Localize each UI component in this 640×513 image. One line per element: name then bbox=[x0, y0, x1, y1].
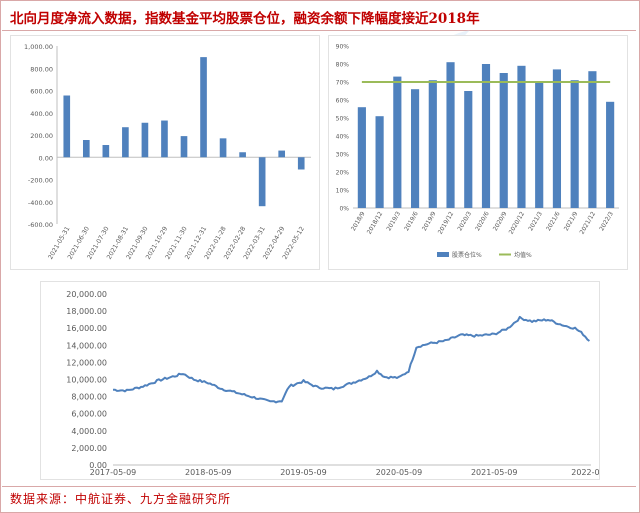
y-tick-label: 14,000.00 bbox=[66, 341, 107, 350]
inflow-bar bbox=[161, 120, 168, 158]
y-tick-label: 1,000.00 bbox=[24, 43, 53, 51]
position-bar bbox=[464, 91, 473, 208]
inflow-bar bbox=[278, 150, 286, 158]
y-tick-label: 50% bbox=[336, 116, 350, 123]
x-tick-label: 2021/9 bbox=[563, 210, 580, 232]
x-tick-label: 2022/3 bbox=[598, 210, 615, 232]
y-tick-label: -400.00 bbox=[28, 199, 53, 207]
position-bar bbox=[357, 107, 366, 208]
position-bar bbox=[375, 116, 384, 208]
fund-position-panel: 90% 80% 70% 60% 50% 40% 30% 20% 10% 0% 2018/9 2018/… bbox=[328, 35, 628, 270]
position-bar bbox=[552, 69, 562, 209]
y-tick-label: 400.00 bbox=[30, 110, 53, 118]
y-tick-label: 2,000.00 bbox=[71, 444, 107, 453]
position-bar bbox=[410, 89, 420, 208]
y-tick-label: -200.00 bbox=[28, 177, 53, 185]
x-tick-label: 2018/9 bbox=[350, 210, 367, 232]
position-bar bbox=[517, 65, 526, 208]
y-tick-label: 40% bbox=[336, 134, 350, 141]
margin-balance-line bbox=[112, 315, 591, 404]
x-tick-label: 2019/12 bbox=[437, 210, 456, 235]
y-tick-label: 800.00 bbox=[30, 65, 53, 73]
inflow-bar bbox=[141, 122, 149, 158]
y-tick-label: 0.00 bbox=[89, 461, 107, 470]
position-bar bbox=[570, 80, 579, 208]
inflow-bar bbox=[122, 127, 129, 158]
y-tick-label: -600.00 bbox=[28, 221, 53, 229]
y-tick-label: 0% bbox=[339, 206, 349, 213]
x-tick-label: 2021/3 bbox=[527, 210, 544, 232]
fund-position-chart: 90% 80% 70% 60% 50% 40% 30% 20% 10% 0%2018/9 2018/… bbox=[336, 44, 619, 259]
inflow-bar bbox=[102, 145, 110, 158]
x-tick-label: 2018-05-09 bbox=[185, 468, 232, 477]
title-divider bbox=[2, 30, 636, 31]
x-tick-label: 2020/6 bbox=[474, 210, 491, 232]
page-title: 北向月度净流入数据，指数基金平均股票仓位，融资余额下降幅度接近2018年 bbox=[10, 11, 480, 27]
inflow-bar bbox=[219, 138, 227, 158]
x-tick-label: 2021-05-09 bbox=[471, 468, 518, 477]
x-tick-label: 2022-05- bbox=[571, 468, 599, 477]
legend-swatch-position bbox=[437, 252, 449, 257]
inflow-bar bbox=[82, 140, 90, 158]
y-tick-label: 90% bbox=[336, 44, 350, 51]
x-tick-label: 2019/9 bbox=[421, 210, 438, 232]
position-bar bbox=[481, 64, 491, 208]
margin-balance-chart: 20,000.00 18,000.00 16,000.00 14,000.00 12,0… bbox=[66, 290, 599, 477]
legend-label-position: 股票仓位% bbox=[452, 251, 482, 259]
position-bar bbox=[428, 80, 437, 208]
x-tick-label: 2020-05-09 bbox=[376, 468, 423, 477]
position-bar bbox=[499, 73, 508, 208]
inflow-bar bbox=[297, 157, 305, 170]
y-tick-label: 60% bbox=[336, 98, 350, 105]
x-tick-label: 2020/9 bbox=[492, 210, 509, 232]
x-tick-label: 2017-05-09 bbox=[90, 468, 137, 477]
position-bar bbox=[446, 62, 455, 209]
inflow-bar bbox=[200, 57, 207, 158]
footer-divider bbox=[2, 486, 636, 487]
y-tick-label: 8,000.00 bbox=[71, 393, 107, 402]
y-tick-label: 12,000.00 bbox=[66, 358, 107, 367]
legend-label-average: 均值% bbox=[514, 251, 532, 259]
x-tick-label: 2019/6 bbox=[403, 210, 420, 232]
x-tick-label: 2018/12 bbox=[366, 210, 385, 235]
x-tick-label: 2019/3 bbox=[385, 210, 402, 232]
x-tick-label: 2020/3 bbox=[456, 210, 473, 232]
margin-balance-panel: 20,000.00 18,000.00 16,000.00 14,000.00 12,0… bbox=[40, 281, 600, 480]
northbound-inflow-chart: 1,000.00 800.00 600.00 400.00 200.00 0.00 -200… bbox=[24, 43, 311, 261]
position-bar bbox=[588, 71, 597, 208]
y-tick-label: 0.00 bbox=[39, 154, 53, 162]
y-tick-label: 80% bbox=[336, 62, 350, 69]
y-tick-label: 30% bbox=[336, 152, 350, 159]
inflow-bar bbox=[258, 157, 266, 207]
x-tick-label: 2021/12 bbox=[579, 210, 598, 235]
y-tick-label: 20% bbox=[336, 170, 350, 177]
x-tick-label: 2020/12 bbox=[508, 210, 527, 235]
y-tick-label: 18,000.00 bbox=[66, 307, 107, 316]
y-tick-label: 200.00 bbox=[30, 132, 53, 140]
y-tick-label: 10% bbox=[336, 188, 350, 195]
x-tick-label: 2021/6 bbox=[545, 210, 562, 232]
inflow-bar bbox=[180, 136, 188, 158]
y-tick-label: 600.00 bbox=[30, 88, 53, 96]
northbound-inflow-panel: 1,000.00 800.00 600.00 400.00 200.00 0.00 -200… bbox=[10, 35, 320, 270]
position-bar bbox=[393, 76, 402, 208]
y-tick-label: 16,000.00 bbox=[66, 324, 107, 333]
position-bar bbox=[535, 82, 544, 208]
y-tick-label: 4,000.00 bbox=[71, 427, 107, 436]
y-tick-label: 70% bbox=[336, 80, 350, 87]
position-bar bbox=[606, 101, 615, 208]
data-source: 数据来源：中航证券、九方金融研究所 bbox=[10, 492, 232, 506]
y-tick-label: 10,000.00 bbox=[66, 376, 107, 385]
x-tick-label: 2019-05-09 bbox=[280, 468, 327, 477]
y-tick-label: 20,000.00 bbox=[66, 290, 107, 299]
inflow-bar bbox=[63, 95, 71, 158]
inflow-bar bbox=[239, 152, 246, 158]
y-tick-label: 6,000.00 bbox=[71, 410, 107, 419]
